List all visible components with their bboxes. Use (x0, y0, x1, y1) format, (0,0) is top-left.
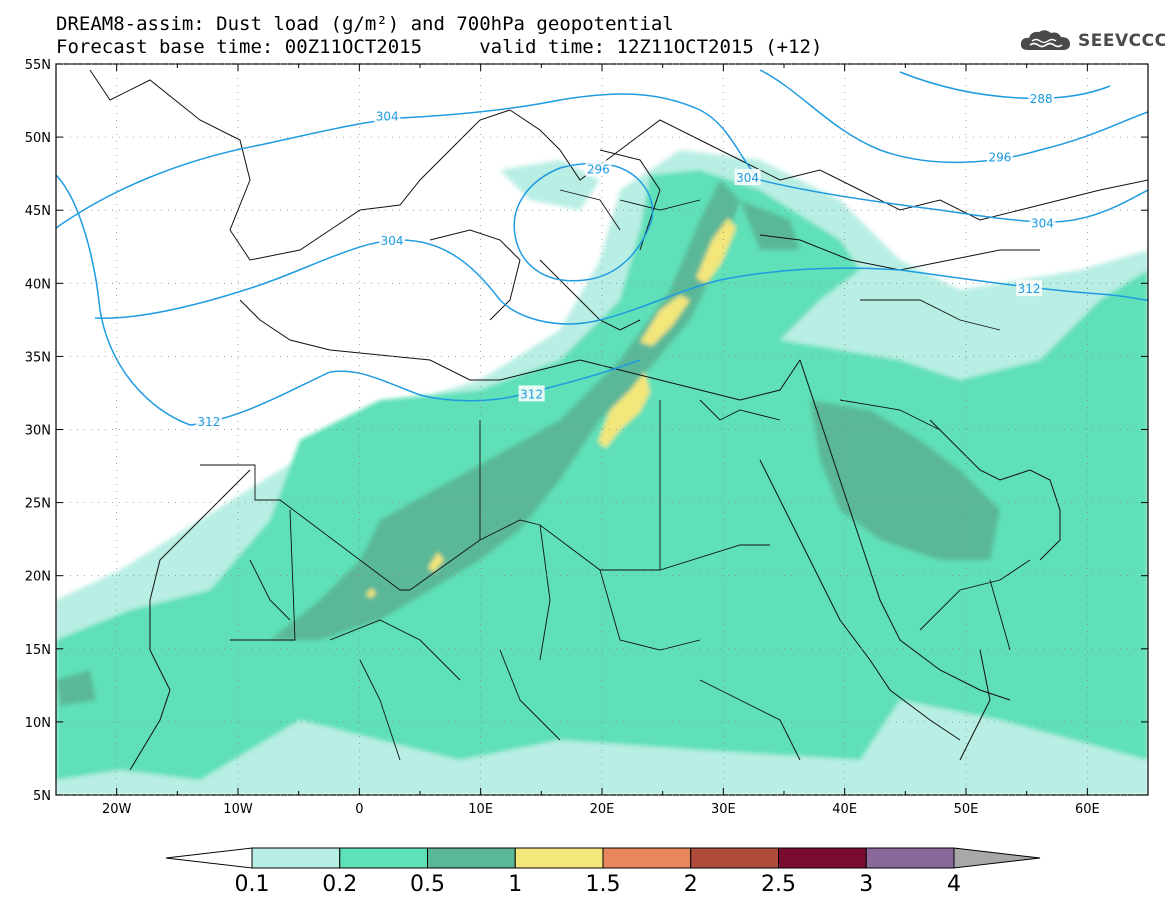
dust-region-dark (740, 200, 800, 250)
contour-label: 312 (520, 387, 543, 401)
colorbar-label: 0.2 (322, 872, 357, 897)
contour-label: 304 (376, 110, 399, 124)
lon-tick-label: 30E (711, 802, 736, 817)
lat-tick-label: 5N (33, 789, 51, 804)
colorbar: 0.1 0.2 0.5 1 1.5 2 2.5 3 4 (165, 847, 1041, 897)
colorbar-label: 2 (684, 872, 698, 897)
lon-tick-label: 20E (590, 802, 615, 817)
colorbar-label: 2.5 (761, 872, 796, 897)
colorbar-box (690, 847, 779, 869)
lon-tick-label: 20W (102, 802, 132, 817)
contour-label-bg (379, 231, 406, 248)
contour-label-bg (1028, 90, 1055, 107)
contour-label-bg (1029, 214, 1056, 231)
axis-tick-labels: 20W 10W 0 10E 20E 30E 40E 50E 60E 55N 50N 45N 40N 35N… (25, 58, 1100, 817)
contour-label-bg (374, 107, 401, 124)
lat-tick-label: 30N (25, 424, 51, 439)
contour-label: 288 (1030, 92, 1053, 106)
contour-label-bg (734, 169, 761, 186)
lon-tick-label: 60E (1075, 802, 1100, 817)
colorbar-label: 3 (859, 872, 873, 897)
contour-label-bg (986, 148, 1013, 165)
contour-304-north (56, 93, 1148, 229)
lon-tick-label: 10W (223, 802, 253, 817)
contour-label-bg (518, 385, 545, 402)
lat-tick-label: 25N (25, 497, 51, 512)
dust-region-medium (300, 420, 440, 520)
lon-tick-label: 0 (355, 802, 363, 817)
colorbar-box (514, 847, 604, 869)
lat-tick-label: 20N (25, 570, 51, 585)
colorbar-box (339, 847, 428, 869)
colorbar-box (427, 847, 516, 869)
contour-296-east (759, 69, 1148, 164)
colorbar-label: 0.1 (235, 872, 270, 897)
dust-region-high (696, 218, 736, 284)
lat-tick-label: 45N (25, 204, 51, 219)
coastlines (89, 69, 1148, 771)
dust-region-dark (810, 400, 1000, 560)
dust-region-high (428, 552, 444, 572)
country-borders (200, 189, 1031, 761)
colorbar-right-triangle (953, 847, 1041, 869)
contour-304-south (94, 239, 1148, 325)
colorbar-box (251, 847, 341, 869)
lat-tick-label: 10N (25, 716, 51, 731)
colorbar-label: 0.5 (410, 872, 445, 897)
map-title-line-1: DREAM8-assim: Dust load (g/m²) and 700hP… (56, 13, 674, 35)
map-title-line-2: Forecast base time: 00Z11OCT2015 valid t… (56, 36, 823, 58)
dust-region-high (640, 295, 690, 346)
colorbar-label: 1 (508, 872, 522, 897)
contour-label-bg (195, 413, 222, 430)
colorbar-left-triangle (165, 847, 253, 869)
contour-label: 296 (587, 162, 610, 176)
contour-label: 312 (197, 415, 220, 429)
lon-tick-label: 40E (832, 802, 857, 817)
lat-tick-label: 35N (25, 350, 51, 365)
contour-label: 304 (1031, 216, 1054, 230)
contour-label: 304 (381, 234, 404, 248)
contour-label-bg (585, 160, 612, 177)
logo-text: SEEVCCC (1078, 31, 1165, 51)
dust-region-high (598, 372, 650, 448)
contour-label: 312 (1018, 282, 1041, 296)
colorbar-box (865, 847, 955, 869)
contour-label-bg (1016, 280, 1043, 297)
lat-tick-label: 55N (25, 58, 51, 73)
dust-region-high (366, 588, 376, 598)
colorbar-label: 1.5 (586, 872, 621, 897)
lon-tick-label: 10E (468, 802, 493, 817)
dust-region-dark (270, 180, 740, 640)
contour-labels: 304 296 304 288 296 304 304 312 312 312 (195, 90, 1056, 430)
axis-ticks (55, 63, 1149, 796)
lat-tick-label: 40N (25, 277, 51, 292)
lat-tick-label: 15N (25, 643, 51, 658)
colorbar-box (602, 847, 692, 869)
contour-288 (899, 71, 1111, 100)
contour-label: 304 (736, 171, 759, 185)
seevccc-logo: SEEVCCC (1018, 28, 1165, 54)
dust-region-dark (56, 670, 96, 706)
contour-label: 296 (989, 151, 1012, 165)
cloud-icon (1020, 30, 1070, 50)
colorbar-box (778, 847, 867, 869)
lon-tick-label: 50E (954, 802, 979, 817)
lat-tick-label: 50N (25, 131, 51, 146)
colorbar-label: 4 (947, 872, 961, 897)
